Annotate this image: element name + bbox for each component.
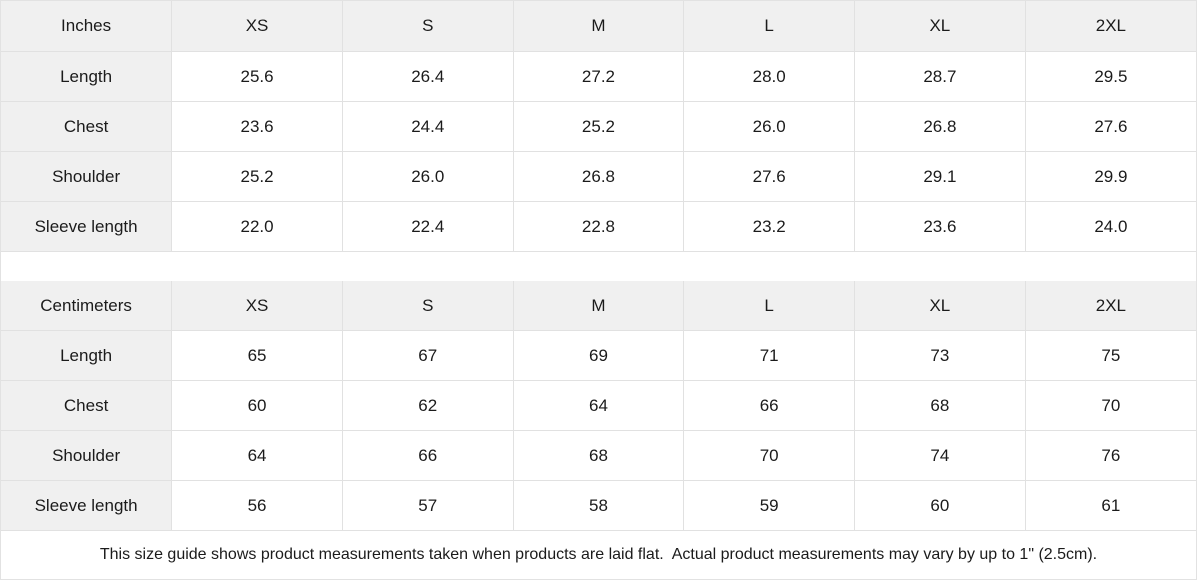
measurement-row: Chest 60 62 64 66 68 70	[1, 380, 1196, 431]
size-column-header: XS	[171, 1, 343, 52]
measurement-value: 58	[512, 480, 685, 531]
measurement-label: Length	[1, 50, 173, 102]
measurement-value: 56	[171, 480, 343, 531]
measurement-label: Chest	[1, 100, 173, 152]
size-column-header: XS	[171, 280, 343, 331]
measurement-value: 29.5	[1024, 50, 1196, 102]
measurement-row: Shoulder 25.2 26.0 26.8 27.6 29.1 29.9	[1, 150, 1196, 202]
measurement-row: Length 25.6 26.4 27.2 28.0 28.7 29.5	[1, 50, 1196, 102]
measurement-value: 70	[1024, 380, 1196, 431]
measurement-value: 62	[341, 380, 514, 431]
measurement-value: 23.2	[683, 200, 856, 252]
measurement-value: 23.6	[854, 200, 1026, 252]
size-column-header: M	[512, 280, 685, 331]
size-column-header: 2XL	[1024, 1, 1196, 52]
measurement-value: 68	[854, 380, 1026, 431]
measurement-value: 28.0	[683, 50, 856, 102]
size-column-header: S	[341, 280, 514, 331]
measurement-value: 24.4	[341, 100, 514, 152]
measurement-value: 68	[512, 430, 685, 481]
table-gap	[1, 251, 1196, 281]
measurement-label: Sleeve length	[1, 200, 173, 252]
measurement-value: 25.2	[171, 150, 343, 202]
size-column-header: M	[512, 1, 685, 52]
size-guide-note: This size guide shows product measuremen…	[1, 531, 1196, 579]
measurement-label: Chest	[1, 380, 173, 431]
size-tables-container: Inches XS S M L XL 2XL Length 25.6 26.4 27.2 28.0 28…	[1, 1, 1196, 531]
measurement-value: 61	[1024, 480, 1196, 531]
measurement-row: Chest 23.6 24.4 25.2 26.0 26.8 27.6	[1, 100, 1196, 152]
measurement-value: 64	[171, 430, 343, 481]
size-column-header: XL	[854, 1, 1026, 52]
size-column-header: S	[341, 1, 514, 52]
measurement-row: Sleeve length 56 57 58 59 60 61	[1, 480, 1196, 531]
measurement-value: 22.4	[341, 200, 514, 252]
measurement-label: Length	[1, 330, 173, 381]
size-table-inches: Inches XS S M L XL 2XL Length 25.6 26.4 27.2 28.0 28…	[1, 1, 1196, 252]
measurement-value: 26.8	[854, 100, 1026, 152]
measurement-value: 66	[683, 380, 856, 431]
size-column-header: 2XL	[1024, 280, 1196, 331]
measurement-value: 57	[341, 480, 514, 531]
measurement-row: Shoulder 64 66 68 70 74 76	[1, 430, 1196, 481]
measurement-value: 70	[683, 430, 856, 481]
measurement-value: 60	[171, 380, 343, 431]
measurement-value: 26.0	[683, 100, 856, 152]
measurement-value: 74	[854, 430, 1026, 481]
measurement-value: 69	[512, 330, 685, 381]
measurement-value: 67	[341, 330, 514, 381]
measurement-value: 60	[854, 480, 1026, 531]
measurement-label: Sleeve length	[1, 480, 173, 531]
measurement-value: 28.7	[854, 50, 1026, 102]
measurement-value: 24.0	[1024, 200, 1196, 252]
size-column-header: L	[683, 1, 856, 52]
measurement-row: Length 65 67 69 71 73 75	[1, 330, 1196, 381]
measurement-value: 71	[683, 330, 856, 381]
size-header-row: Centimeters XS S M L XL 2XL	[1, 280, 1196, 331]
measurement-label: Shoulder	[1, 150, 173, 202]
measurement-value: 65	[171, 330, 343, 381]
measurement-value: 26.0	[341, 150, 514, 202]
measurement-value: 22.8	[512, 200, 685, 252]
unit-header-cell: Inches	[1, 1, 173, 52]
measurement-value: 29.1	[854, 150, 1026, 202]
measurement-value: 73	[854, 330, 1026, 381]
measurement-label: Shoulder	[1, 430, 173, 481]
measurement-value: 25.2	[512, 100, 685, 152]
measurement-value: 27.2	[512, 50, 685, 102]
size-column-header: XL	[854, 280, 1026, 331]
measurement-value: 22.0	[171, 200, 343, 252]
measurement-value: 27.6	[1024, 100, 1196, 152]
measurement-value: 23.6	[171, 100, 343, 152]
measurement-row: Sleeve length 22.0 22.4 22.8 23.2 23.6 24.0	[1, 200, 1196, 252]
size-table-centimeters: Centimeters XS S M L XL 2XL Length 65 67 69 71 73 75 C…	[1, 280, 1196, 531]
size-column-header: L	[683, 280, 856, 331]
measurement-value: 26.4	[341, 50, 514, 102]
measurement-value: 76	[1024, 430, 1196, 481]
measurement-value: 66	[341, 430, 514, 481]
size-header-row: Inches XS S M L XL 2XL	[1, 1, 1196, 52]
measurement-value: 26.8	[512, 150, 685, 202]
measurement-value: 75	[1024, 330, 1196, 381]
unit-header-cell: Centimeters	[1, 280, 173, 331]
measurement-value: 27.6	[683, 150, 856, 202]
measurement-value: 25.6	[171, 50, 343, 102]
measurement-value: 64	[512, 380, 685, 431]
measurement-value: 29.9	[1024, 150, 1196, 202]
measurement-value: 59	[683, 480, 856, 531]
